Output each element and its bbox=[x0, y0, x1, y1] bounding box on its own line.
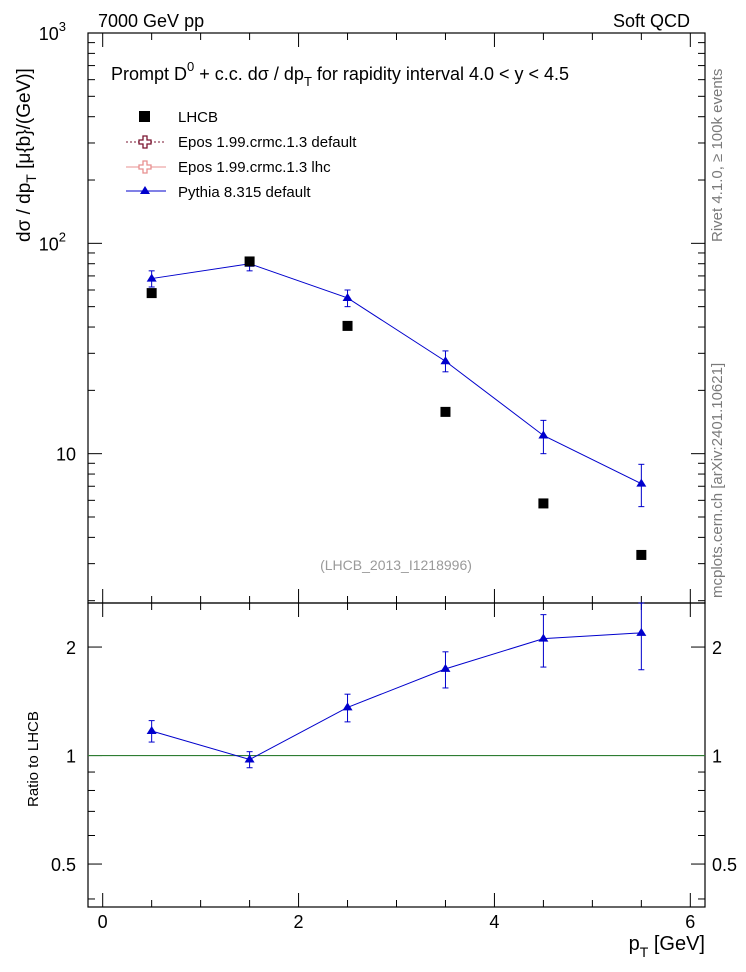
ratio-pythia-point bbox=[636, 627, 647, 636]
legend-marker-lhcb bbox=[139, 111, 150, 122]
legend-label-pythia: Pythia 8.315 default bbox=[178, 184, 311, 201]
x-tick-label: 0 bbox=[98, 912, 108, 932]
main-data-marks bbox=[146, 256, 647, 560]
ratio-y-label: Ratio to LHCB bbox=[25, 711, 42, 807]
header-right: Soft QCD bbox=[613, 11, 690, 31]
x-axis-label: pT [GeV] bbox=[629, 933, 705, 960]
ratio-y-tick-label-left: 0.5 bbox=[51, 855, 76, 875]
pythia-line bbox=[151, 263, 642, 485]
ratio-axis-ticks: 0 2 4 6 0.5 0.5 1 1 2 2 bbox=[51, 603, 737, 932]
legend-label-epos-lhc: Epos 1.99.crmc.1.3 lhc bbox=[178, 159, 331, 176]
ratio-pythia-point bbox=[342, 702, 353, 711]
ratio-pythia-point bbox=[146, 725, 157, 734]
y-tick-label: 103 bbox=[39, 19, 66, 44]
pythia-point bbox=[342, 292, 353, 301]
y-tick-label: 10 bbox=[56, 445, 76, 465]
lhcb-point bbox=[440, 406, 451, 417]
lhcb-point bbox=[244, 256, 255, 267]
ratio-pythia-line bbox=[151, 632, 642, 761]
main-y-label: dσ / dpT [μ{b}/(GeV)] bbox=[14, 68, 39, 242]
ratio-data-marks bbox=[88, 602, 705, 769]
y-tick-label: 102 bbox=[39, 229, 66, 254]
ratio-y-tick-label-right: 2 bbox=[712, 638, 722, 658]
ratio-pythia-point bbox=[244, 754, 255, 763]
analysis-watermark: (LHCB_2013_I1218996) bbox=[320, 557, 472, 573]
legend-marker-epos-default bbox=[138, 135, 152, 149]
rivet-label: Rivet 4.1.0, ≥ 100k events bbox=[709, 69, 726, 242]
pythia-point bbox=[146, 273, 157, 282]
lhcb-point bbox=[538, 498, 549, 509]
main-axis-ticks: 10 102 103 bbox=[39, 19, 705, 603]
legend-label-lhcb: LHCB bbox=[178, 109, 218, 126]
x-tick-label: 4 bbox=[489, 912, 499, 932]
legend-label-epos-default: Epos 1.99.crmc.1.3 default bbox=[178, 134, 357, 151]
lhcb-point bbox=[342, 320, 353, 331]
main-title: Prompt D0 + c.c. dσ / dpT for rapidity i… bbox=[111, 59, 569, 89]
ratio-y-tick-label-right: 1 bbox=[712, 747, 722, 767]
pythia-point bbox=[538, 430, 549, 439]
ratio-pythia-point bbox=[440, 663, 451, 672]
ratio-y-tick-label-left: 1 bbox=[66, 747, 76, 767]
lhcb-point bbox=[636, 549, 647, 560]
pythia-point bbox=[636, 478, 647, 487]
legend-marker-epos-lhc bbox=[138, 160, 152, 174]
pythia-point bbox=[440, 356, 451, 365]
ratio-pythia-point bbox=[538, 633, 549, 642]
x-tick-label: 2 bbox=[294, 912, 304, 932]
ratio-y-tick-label-right: 0.5 bbox=[712, 855, 737, 875]
ratio-y-tick-label-left: 2 bbox=[66, 638, 76, 658]
lhcb-point bbox=[146, 288, 157, 299]
legend-marker-pythia bbox=[140, 186, 150, 194]
mcplots-label: mcplots.cern.ch [arXiv:2401.10621] bbox=[709, 363, 726, 598]
header-left: 7000 GeV pp bbox=[98, 11, 204, 31]
x-tick-label: 6 bbox=[685, 912, 695, 932]
legend: LHCB Epos 1.99.crmc.1.3 default Epos 1.9… bbox=[126, 109, 357, 201]
